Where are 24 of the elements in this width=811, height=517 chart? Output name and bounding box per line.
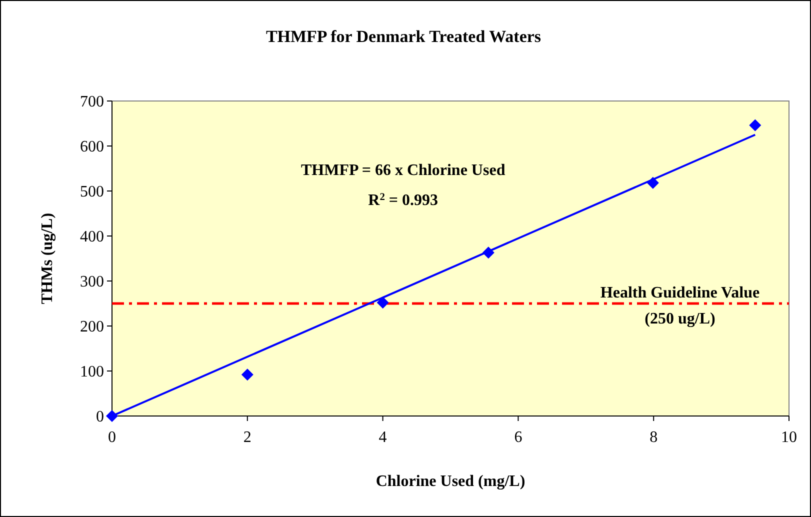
x-tick-label: 4	[378, 429, 387, 446]
x-tick-label: 6	[514, 429, 522, 446]
annotation: R$^{2}$ = 0.993	[368, 192, 438, 209]
x-tick-label: 8	[650, 429, 658, 446]
y-tick-label: 500	[80, 184, 104, 201]
x-tick-label: 2	[243, 429, 252, 446]
chart-title: THMFP for Denmark Treated Waters	[266, 27, 542, 46]
point	[106, 410, 118, 422]
point	[376, 296, 389, 309]
y-tick-label: 300	[80, 274, 104, 291]
y-tick-label: 400	[80, 228, 104, 246]
point	[241, 368, 254, 381]
y-tick-label: 200	[80, 318, 104, 336]
y-tick-label: 0	[96, 408, 104, 426]
x-axis-title: Chlorine Used (mg/L)	[376, 473, 526, 490]
x-tick-label: 10	[781, 429, 797, 446]
annotation: THMFP = 66 x Chlorine Used	[300, 162, 506, 179]
y-tick-label: 700	[80, 94, 104, 111]
x-tick-label: 0	[108, 429, 116, 446]
y-tick-label: 100	[80, 364, 104, 381]
point	[749, 119, 762, 132]
y-tick-label: 600	[80, 138, 104, 156]
y-axis-title: THMs (ug/L)	[39, 212, 56, 304]
ref-line-label: Health Guideline Value (250 ug/L)	[600, 284, 760, 328]
